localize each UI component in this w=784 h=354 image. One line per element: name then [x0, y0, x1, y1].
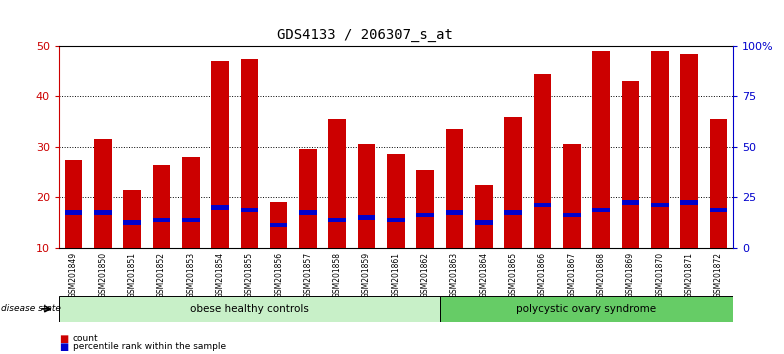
- Text: ■: ■: [59, 342, 68, 352]
- Text: GSM201867: GSM201867: [568, 252, 576, 298]
- Bar: [710, 119, 728, 248]
- Text: GSM201862: GSM201862: [421, 252, 430, 298]
- Text: GSM201868: GSM201868: [597, 252, 605, 298]
- Text: GSM201855: GSM201855: [245, 252, 254, 298]
- Text: percentile rank within the sample: percentile rank within the sample: [73, 342, 226, 352]
- Bar: [123, 190, 141, 248]
- Text: GSM201859: GSM201859: [362, 252, 371, 298]
- Bar: [182, 157, 199, 248]
- Text: obese healthy controls: obese healthy controls: [190, 304, 309, 314]
- Bar: [64, 210, 82, 215]
- Text: GSM201872: GSM201872: [714, 252, 723, 298]
- Bar: [59, 296, 440, 322]
- Bar: [622, 200, 639, 205]
- Text: GSM201858: GSM201858: [332, 252, 342, 298]
- Text: GSM201863: GSM201863: [450, 252, 459, 298]
- Text: GSM201869: GSM201869: [626, 252, 635, 298]
- Bar: [534, 202, 551, 207]
- Text: GSM201861: GSM201861: [391, 252, 401, 298]
- Bar: [328, 218, 346, 222]
- Text: GSM201866: GSM201866: [538, 252, 547, 298]
- Bar: [64, 160, 82, 248]
- Bar: [534, 74, 551, 248]
- Bar: [622, 81, 639, 248]
- Bar: [710, 208, 728, 212]
- Bar: [416, 213, 434, 217]
- Text: GSM201853: GSM201853: [187, 252, 195, 298]
- Bar: [299, 149, 317, 248]
- Bar: [182, 218, 199, 222]
- Bar: [681, 53, 698, 248]
- Bar: [358, 144, 376, 248]
- Bar: [563, 213, 581, 217]
- Bar: [328, 119, 346, 248]
- Text: GSM201864: GSM201864: [479, 252, 488, 298]
- Bar: [446, 210, 463, 215]
- Bar: [651, 51, 669, 248]
- Text: GSM201852: GSM201852: [157, 252, 166, 298]
- Bar: [358, 215, 376, 220]
- Text: GSM201870: GSM201870: [655, 252, 664, 298]
- Bar: [504, 210, 522, 215]
- Bar: [211, 61, 229, 248]
- Bar: [387, 154, 405, 248]
- Bar: [270, 202, 288, 248]
- Text: GSM201849: GSM201849: [69, 252, 78, 298]
- Text: count: count: [73, 334, 99, 343]
- Text: GSM201851: GSM201851: [128, 252, 136, 298]
- Bar: [416, 170, 434, 248]
- Bar: [241, 208, 258, 212]
- Text: GSM201856: GSM201856: [274, 252, 283, 298]
- Bar: [299, 210, 317, 215]
- Text: disease state: disease state: [1, 304, 60, 313]
- Text: GDS4133 / 206307_s_at: GDS4133 / 206307_s_at: [277, 28, 452, 42]
- Text: GSM201850: GSM201850: [98, 252, 107, 298]
- Text: GSM201871: GSM201871: [684, 252, 694, 298]
- Bar: [123, 220, 141, 225]
- Text: GSM201857: GSM201857: [303, 252, 313, 298]
- Text: ■: ■: [59, 334, 68, 344]
- Bar: [94, 139, 111, 248]
- Bar: [475, 185, 492, 248]
- Bar: [681, 200, 698, 205]
- Bar: [94, 210, 111, 215]
- Bar: [593, 51, 610, 248]
- Text: GSM201865: GSM201865: [509, 252, 517, 298]
- Text: GSM201854: GSM201854: [216, 252, 224, 298]
- Bar: [387, 218, 405, 222]
- Bar: [446, 129, 463, 248]
- Bar: [270, 223, 288, 227]
- Bar: [651, 202, 669, 207]
- Bar: [593, 208, 610, 212]
- Text: polycystic ovary syndrome: polycystic ovary syndrome: [517, 304, 656, 314]
- Bar: [440, 296, 733, 322]
- Bar: [475, 220, 492, 225]
- Bar: [153, 218, 170, 222]
- Bar: [241, 59, 258, 248]
- Bar: [153, 165, 170, 248]
- Bar: [563, 144, 581, 248]
- Bar: [211, 205, 229, 210]
- Bar: [504, 116, 522, 248]
